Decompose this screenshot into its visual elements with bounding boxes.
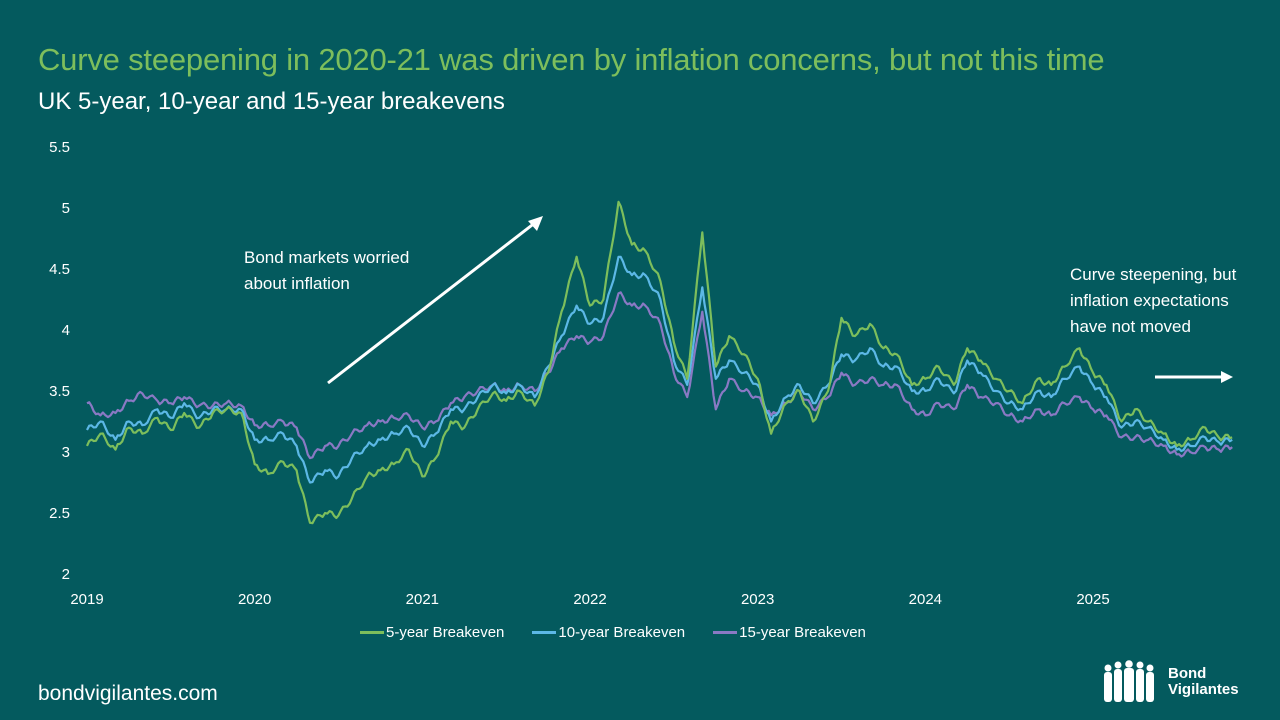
logo-line: Bond bbox=[1168, 665, 1207, 682]
y-tick-label: 5 bbox=[62, 200, 70, 217]
y-tick-label: 5.5 bbox=[49, 139, 70, 156]
legend-item-15y: 15-year Breakeven bbox=[713, 624, 866, 641]
legend-swatch-10y bbox=[532, 631, 557, 634]
legend-item-10y: 10-year Breakeven bbox=[532, 624, 685, 641]
annotation-curve-steepening: Curve steepening, but inflation expectat… bbox=[1070, 262, 1236, 340]
arrow-up-annotation bbox=[327, 216, 543, 385]
annotation-inflation-worry: Bond markets worried about inflation bbox=[244, 245, 409, 297]
x-tick-label: 2020 bbox=[238, 591, 271, 608]
y-tick-label: 2.5 bbox=[49, 505, 70, 522]
annotation-text: Bond markets worried bbox=[244, 248, 410, 267]
y-tick-label: 4.5 bbox=[49, 261, 70, 278]
legend-swatch-5y bbox=[360, 631, 384, 634]
series-lines bbox=[86, 200, 1233, 525]
annotation-text: about inflation bbox=[244, 274, 350, 293]
x-axis: 2019 2020 2021 2022 2023 2024 2025 bbox=[70, 591, 1109, 608]
x-tick-label: 2024 bbox=[909, 591, 942, 608]
series-line-5y bbox=[86, 200, 1233, 525]
annotation-text: have not moved bbox=[1070, 317, 1191, 336]
x-tick-label: 2021 bbox=[406, 591, 439, 608]
y-tick-label: 3.5 bbox=[49, 383, 70, 400]
y-axis: 5.5 5 4.5 4 3.5 3 2.5 2 bbox=[49, 139, 70, 583]
y-tick-label: 2 bbox=[62, 566, 70, 583]
legend-item-5y: 5-year Breakeven bbox=[360, 624, 504, 641]
y-tick-label: 4 bbox=[62, 322, 70, 339]
arrow-right-head-icon bbox=[1221, 371, 1233, 383]
bond-vigilantes-logo: Bond Vigilantes bbox=[1100, 660, 1239, 704]
arrow-right-annotation bbox=[1155, 371, 1233, 383]
annotation-text: inflation expectations bbox=[1070, 291, 1229, 310]
arrow-up-head-icon bbox=[528, 216, 543, 231]
logo-line: Vigilantes bbox=[1168, 681, 1239, 698]
series-line-10y bbox=[86, 255, 1233, 484]
chart-title: Curve steepening in 2020-21 was driven b… bbox=[38, 42, 1105, 77]
logo-wordmark: Bond Vigilantes bbox=[1168, 666, 1239, 698]
x-tick-label: 2023 bbox=[741, 591, 774, 608]
arrow-up-shaft bbox=[327, 220, 537, 385]
legend-swatch-15y bbox=[713, 631, 738, 634]
people-silhouettes-icon bbox=[1104, 660, 1154, 702]
x-tick-label: 2019 bbox=[70, 591, 103, 608]
chart-subtitle: UK 5-year, 10-year and 15-year breakeven… bbox=[38, 88, 505, 115]
y-tick-label: 3 bbox=[62, 444, 70, 461]
annotation-text: Curve steepening, but bbox=[1070, 265, 1237, 284]
x-tick-label: 2025 bbox=[1076, 591, 1109, 608]
series-line-15y bbox=[86, 291, 1233, 460]
legend-label: 10-year Breakeven bbox=[558, 624, 686, 641]
legend-label: 15-year Breakeven bbox=[739, 624, 866, 641]
website-link[interactable]: bondvigilantes.com bbox=[38, 682, 218, 705]
x-tick-label: 2022 bbox=[573, 591, 606, 608]
chart-legend: 5-year Breakeven 10-year Breakeven 15-ye… bbox=[360, 624, 866, 641]
legend-label: 5-year Breakeven bbox=[386, 624, 505, 641]
